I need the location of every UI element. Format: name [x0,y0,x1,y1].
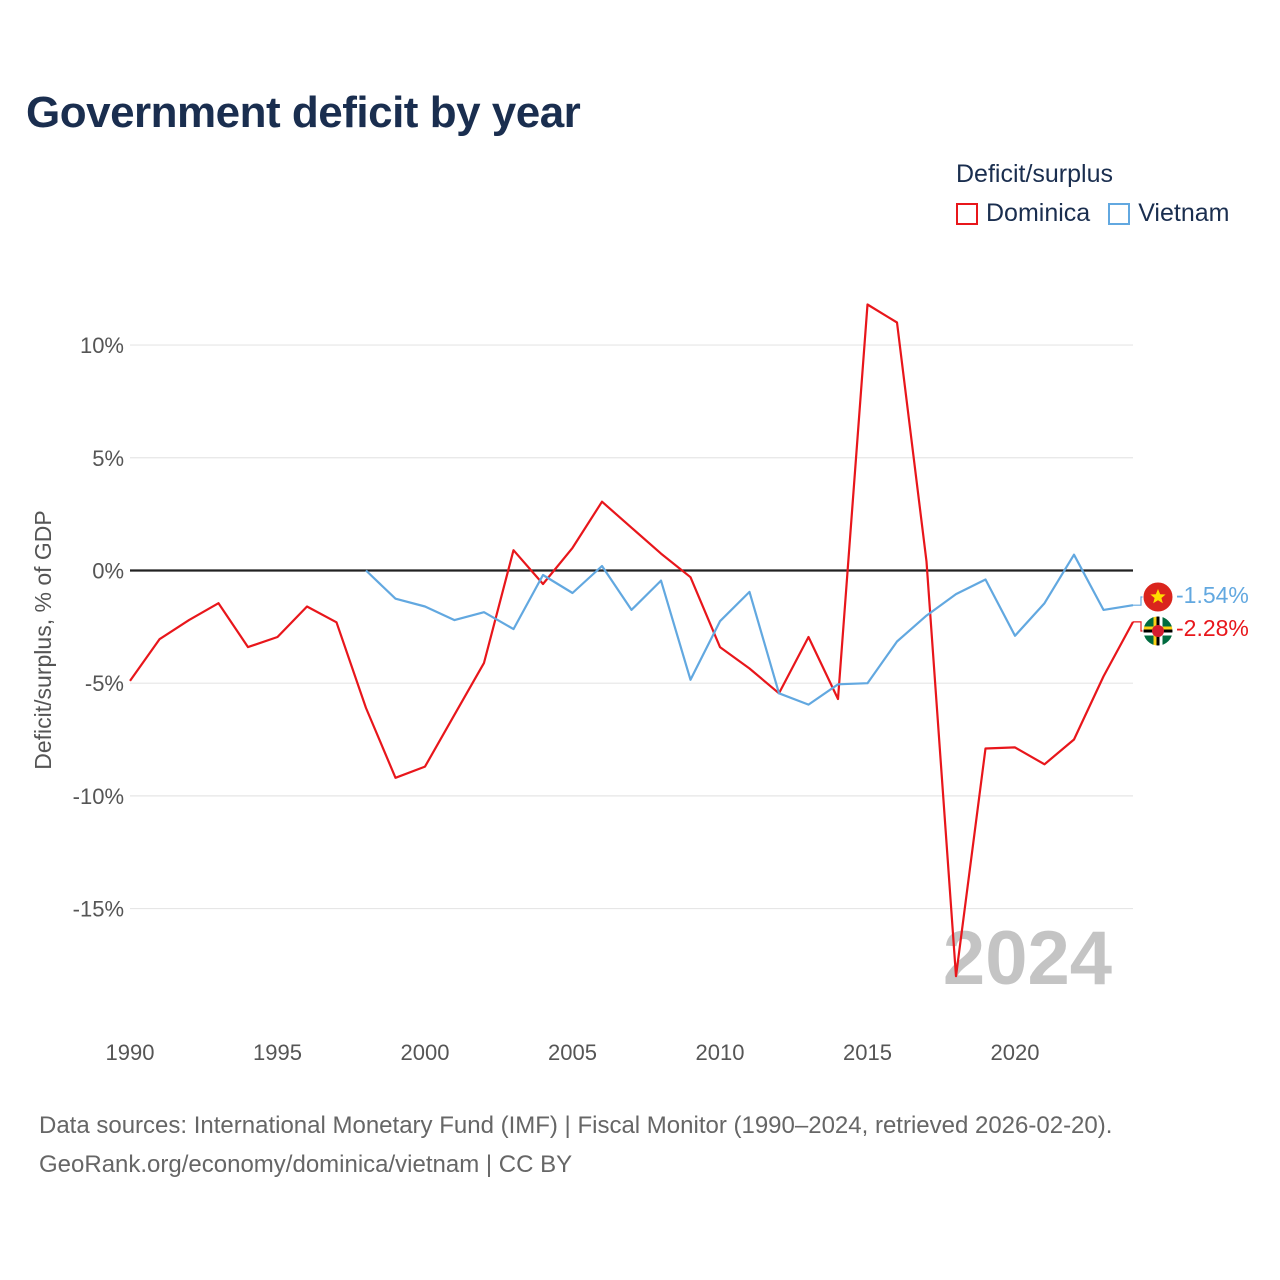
year-watermark: 2024 [943,916,1112,1001]
legend-label-vietnam: Vietnam [1138,199,1230,227]
series-lines [129,303,1134,978]
y-axis-ticks: 10% 5% 0% -5% -10% -15% [73,333,124,921]
grid-lines [130,344,1133,910]
end-label-vietnam: -1.54% [1176,582,1249,608]
series-end-markers: -2.28% -1.54% [1133,581,1249,647]
footer-attribution[interactable]: GeoRank.org/economy/dominica/vietnam | C… [39,1151,573,1178]
x-tick-label: 2000 [401,1040,450,1065]
y-tick-label: -10% [73,784,124,809]
footer: Data sources: International Monetary Fun… [39,1106,1112,1184]
series-line-vietnam [365,553,1134,706]
y-tick-label: 0% [92,558,124,583]
y-axis-label: Deficit/surplus, % of GDP [30,510,56,769]
flag-dominica-icon [1142,615,1174,647]
y-tick-label: -15% [73,897,124,922]
y-tick-label: -5% [85,671,124,696]
legend-label-dominica: Dominica [986,199,1091,227]
end-label-dominica: -2.28% [1176,615,1249,641]
x-tick-label: 2020 [991,1040,1040,1065]
footer-sources: Data sources: International Monetary Fun… [39,1112,1113,1139]
line-chart: 10% 5% 0% -5% -10% -15% 1990 1995 2000 2005 2010 2… [30,303,1249,1065]
x-tick-label: 2015 [843,1040,892,1065]
legend: Deficit/surplus Dominica Vietnam [956,160,1229,228]
legend-swatch-vietnam [1108,202,1131,225]
chart-title: Government deficit by year [26,88,581,137]
series-line-dominica [129,303,1134,978]
legend-item-vietnam[interactable]: Vietnam [1108,199,1229,228]
x-axis-ticks: 1990 1995 2000 2005 2010 2015 2020 [106,1040,1040,1065]
legend-item-dominica[interactable]: Dominica [956,199,1090,228]
y-tick-label: 5% [92,446,124,471]
x-tick-label: 1990 [106,1040,155,1065]
flag-vietnam-icon [1142,581,1174,613]
legend-swatch-dominica [956,202,978,225]
x-tick-label: 2010 [696,1040,745,1065]
x-tick-label: 2005 [548,1040,597,1065]
legend-title: Deficit/surplus [956,160,1113,188]
x-tick-label: 1995 [253,1040,302,1065]
y-tick-label: 10% [80,333,124,358]
